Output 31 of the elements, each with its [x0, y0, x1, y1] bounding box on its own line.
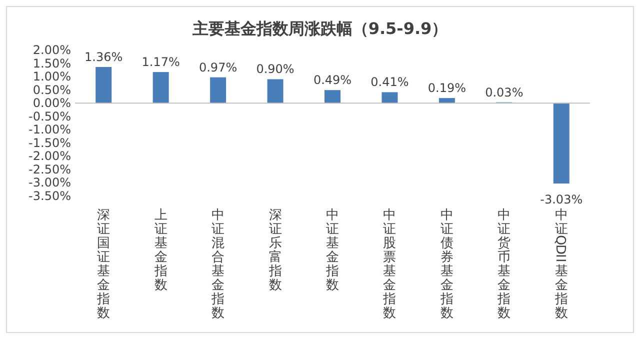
x-tick-label: 上证基金指数 [153, 208, 168, 293]
category-label: 中证QDII基金指数 [552, 208, 568, 321]
y-tick-label: -2.00% [28, 149, 71, 164]
data-label: 1.36% [84, 50, 123, 64]
y-tick-label: 1.50% [32, 56, 71, 70]
y-tick-label: -1.00% [28, 122, 71, 137]
x-tick-label: 深证国证基金指数 [96, 208, 110, 321]
y-tick-label: -3.00% [28, 176, 71, 190]
x-tick-label: 中证基金指数 [325, 208, 339, 293]
data-label: -3.03% [540, 192, 583, 207]
y-tick-label: 0.50% [32, 82, 71, 97]
y-tick-label: -3.50% [28, 189, 71, 203]
x-tick-label: 中证债券基金指数 [439, 208, 454, 321]
y-tick-label: -2.50% [28, 162, 71, 176]
data-label: 0.97% [198, 60, 238, 74]
y-tick-label: 2.00% [32, 43, 71, 57]
y-tick-label: -1.50% [28, 136, 71, 150]
data-label: 0.41% [370, 75, 409, 90]
y-tick-label: 1.00% [32, 70, 71, 84]
y-tick-label: 0.00% [32, 96, 71, 110]
x-tick-label: 深证乐富指数 [268, 208, 282, 293]
data-label: 1.17% [142, 55, 180, 70]
y-tick-label: -0.50% [28, 109, 71, 124]
x-tick-label: 中证股票基金指数 [382, 208, 396, 321]
chart-title: 主要基金指数周涨跌幅（9.5-9.9） [191, 19, 448, 38]
x-tick-label: 中证货币基金指数 [496, 208, 511, 321]
x-tick-label: 中证混合基金指数 [210, 208, 225, 321]
data-label: 0.49% [313, 73, 352, 88]
data-label: 0.03% [485, 85, 524, 100]
data-label: 0.19% [428, 81, 466, 96]
data-label: 0.90% [256, 62, 294, 76]
